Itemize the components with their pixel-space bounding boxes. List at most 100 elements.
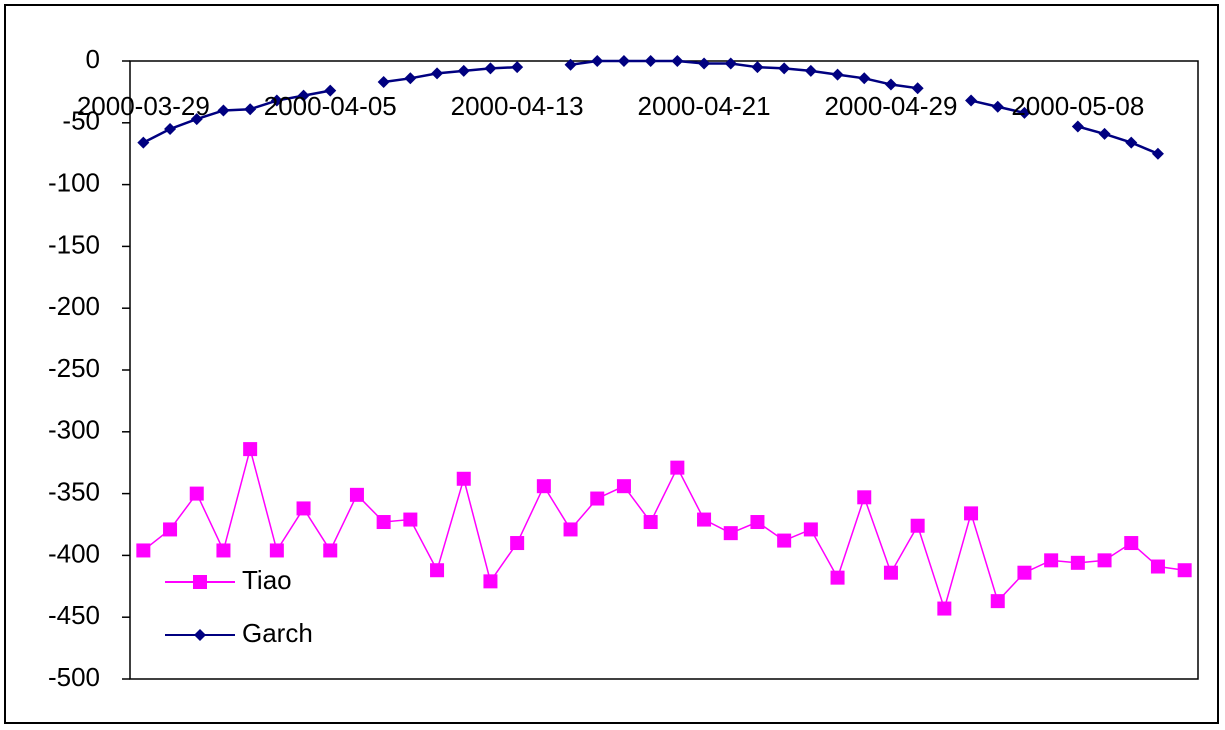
- marker: [857, 490, 872, 505]
- legend: Tiao Garch: [150, 558, 350, 663]
- y-tick-label: -200: [48, 291, 100, 321]
- marker: [564, 58, 577, 71]
- series-line: [142, 446, 1185, 612]
- marker: [536, 479, 551, 494]
- legend-label: Tiao: [242, 565, 292, 595]
- marker: [164, 122, 177, 135]
- marker: [324, 84, 337, 97]
- marker: [1017, 565, 1032, 580]
- marker: [723, 526, 738, 541]
- marker: [750, 515, 765, 530]
- marker: [189, 486, 204, 501]
- marker: [323, 543, 338, 558]
- y-tick-label: -500: [48, 662, 100, 692]
- legend-label: Garch: [242, 618, 313, 648]
- marker: [563, 522, 578, 537]
- marker: [1098, 127, 1111, 140]
- marker: [1125, 136, 1138, 149]
- y-tick-label: 0: [86, 44, 100, 74]
- marker: [671, 55, 684, 67]
- marker: [831, 68, 844, 81]
- marker: [1150, 559, 1165, 574]
- marker: [778, 62, 791, 75]
- marker: [137, 136, 150, 149]
- marker: [403, 512, 418, 527]
- marker: [858, 72, 871, 85]
- marker: [910, 518, 925, 533]
- marker: [349, 487, 364, 502]
- marker: [511, 61, 524, 74]
- marker: [216, 543, 231, 558]
- x-tick-label: 2000-04-13: [451, 91, 584, 121]
- marker: [190, 113, 203, 126]
- marker: [243, 442, 258, 457]
- series-line: [142, 59, 1159, 155]
- y-tick-label: -400: [48, 538, 100, 568]
- marker: [270, 94, 283, 107]
- marker: [244, 103, 257, 116]
- marker: [1151, 147, 1164, 160]
- marker: [617, 55, 630, 67]
- marker: [724, 57, 737, 70]
- marker: [431, 67, 444, 80]
- legend-box: [150, 558, 350, 663]
- marker: [1071, 120, 1084, 133]
- legend-marker: [193, 575, 207, 589]
- x-tick-label: 2000-04-05: [264, 91, 397, 121]
- marker: [644, 55, 657, 67]
- marker: [643, 515, 658, 530]
- y-tick-label: -50: [62, 106, 100, 136]
- marker: [698, 57, 711, 70]
- marker: [1018, 106, 1031, 119]
- marker: [1097, 553, 1112, 568]
- y-tick-label: -300: [48, 415, 100, 445]
- marker: [670, 460, 685, 475]
- marker: [404, 72, 417, 85]
- marker: [376, 515, 391, 530]
- marker: [937, 601, 952, 616]
- marker: [990, 594, 1005, 609]
- y-tick-label: -250: [48, 353, 100, 383]
- marker: [777, 533, 792, 548]
- marker: [1177, 563, 1192, 578]
- marker: [217, 104, 230, 117]
- marker: [884, 78, 897, 91]
- marker: [269, 543, 284, 558]
- marker: [830, 570, 845, 585]
- marker: [697, 512, 712, 527]
- x-tick-label: 2000-03-29: [77, 91, 210, 121]
- marker: [883, 565, 898, 580]
- y-tick-label: -450: [48, 600, 100, 630]
- marker: [1124, 536, 1139, 551]
- marker: [616, 479, 631, 494]
- marker: [751, 61, 764, 74]
- marker: [591, 55, 604, 67]
- marker: [297, 89, 310, 102]
- marker: [991, 100, 1004, 113]
- marker: [1044, 553, 1059, 568]
- x-tick-label: 2000-05-08: [1011, 91, 1144, 121]
- marker: [484, 62, 497, 75]
- marker: [296, 501, 311, 516]
- marker: [510, 536, 525, 551]
- marker: [911, 82, 924, 95]
- marker: [964, 506, 979, 521]
- legend-marker: [194, 629, 206, 641]
- marker: [163, 522, 178, 537]
- marker: [804, 64, 817, 77]
- marker: [590, 491, 605, 506]
- y-tick-label: -150: [48, 229, 100, 259]
- y-tick-label: -100: [48, 167, 100, 197]
- marker: [483, 574, 498, 589]
- marker: [377, 76, 390, 89]
- marker: [136, 543, 151, 558]
- marker: [1070, 555, 1085, 570]
- x-tick-label: 2000-04-29: [824, 91, 957, 121]
- y-tick-label: -350: [48, 476, 100, 506]
- marker: [803, 522, 818, 537]
- marker: [457, 64, 470, 77]
- marker: [456, 471, 471, 486]
- marker: [430, 563, 445, 578]
- marker: [965, 94, 978, 107]
